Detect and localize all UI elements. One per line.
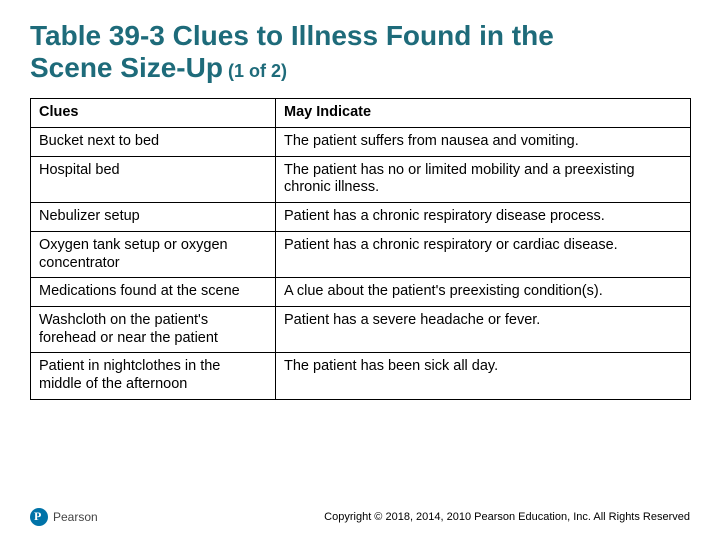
cell-clue: Oxygen tank setup or oxygen concentrator bbox=[31, 231, 276, 277]
table-row: Washcloth on the patient's forehead or n… bbox=[31, 306, 691, 352]
column-header: Clues bbox=[31, 99, 276, 128]
cell-indicate: The patient has no or limited mobility a… bbox=[276, 156, 691, 202]
table-row: Medications found at the scene A clue ab… bbox=[31, 278, 691, 307]
table-row: Oxygen tank setup or oxygen concentrator… bbox=[31, 231, 691, 277]
title-line2: Scene Size-Up (1 of 2) bbox=[30, 52, 690, 84]
footer: Pearson Copyright © 2018, 2014, 2010 Pea… bbox=[30, 508, 690, 526]
cell-indicate: Patient has a severe headache or fever. bbox=[276, 306, 691, 352]
cell-indicate: Patient has a chronic respiratory or car… bbox=[276, 231, 691, 277]
cell-indicate: The patient suffers from nausea and vomi… bbox=[276, 128, 691, 157]
cell-indicate: Patient has a chronic respiratory diseas… bbox=[276, 203, 691, 232]
slide-title: Table 39-3 Clues to Illness Found in the… bbox=[30, 20, 690, 84]
title-line2-sub: (1 of 2) bbox=[223, 61, 287, 81]
table-row: Hospital bed The patient has no or limit… bbox=[31, 156, 691, 202]
title-line1: Table 39-3 Clues to Illness Found in the bbox=[30, 20, 690, 52]
pearson-logo-icon bbox=[30, 508, 48, 526]
cell-clue: Patient in nightclothes in the middle of… bbox=[31, 353, 276, 399]
cell-clue: Medications found at the scene bbox=[31, 278, 276, 307]
table-row: Patient in nightclothes in the middle of… bbox=[31, 353, 691, 399]
column-header: May Indicate bbox=[276, 99, 691, 128]
cell-indicate: A clue about the patient's preexisting c… bbox=[276, 278, 691, 307]
slide: Table 39-3 Clues to Illness Found in the… bbox=[0, 0, 720, 540]
cell-clue: Nebulizer setup bbox=[31, 203, 276, 232]
copyright-text: Copyright © 2018, 2014, 2010 Pearson Edu… bbox=[98, 511, 690, 523]
title-line2-main: Scene Size-Up bbox=[30, 52, 223, 83]
table-row: Nebulizer setup Patient has a chronic re… bbox=[31, 203, 691, 232]
cell-clue: Washcloth on the patient's forehead or n… bbox=[31, 306, 276, 352]
brand-logo: Pearson bbox=[30, 508, 98, 526]
cell-clue: Hospital bed bbox=[31, 156, 276, 202]
clues-table: Clues May Indicate Bucket next to bed Th… bbox=[30, 98, 691, 399]
cell-clue: Bucket next to bed bbox=[31, 128, 276, 157]
table-row: Bucket next to bed The patient suffers f… bbox=[31, 128, 691, 157]
brand-name: Pearson bbox=[53, 510, 98, 524]
cell-indicate: The patient has been sick all day. bbox=[276, 353, 691, 399]
table-row: Clues May Indicate bbox=[31, 99, 691, 128]
